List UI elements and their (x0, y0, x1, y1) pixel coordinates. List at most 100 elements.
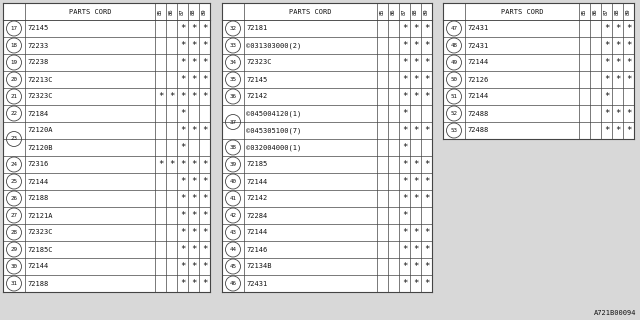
Text: *: * (424, 279, 429, 288)
Text: 88: 88 (615, 8, 620, 15)
Text: 89: 89 (626, 8, 631, 15)
Text: 49: 49 (451, 60, 458, 65)
Text: 33: 33 (230, 43, 237, 48)
Text: *: * (202, 228, 207, 237)
Text: *: * (424, 245, 429, 254)
Text: *: * (180, 194, 185, 203)
Text: *: * (413, 24, 418, 33)
Text: *: * (180, 262, 185, 271)
Text: *: * (402, 41, 407, 50)
Text: 72146: 72146 (246, 246, 268, 252)
Bar (3, 71, 210, 88)
Text: *: * (424, 194, 429, 203)
Text: 29: 29 (10, 247, 17, 252)
Text: *: * (169, 160, 174, 169)
Text: *: * (191, 177, 196, 186)
Bar (222, 173, 432, 190)
Bar (3, 173, 210, 190)
Bar (3, 190, 210, 207)
Text: 40: 40 (230, 179, 237, 184)
Text: 26: 26 (10, 196, 17, 201)
Text: 85: 85 (158, 8, 163, 15)
Text: ©031303000(2): ©031303000(2) (246, 42, 301, 49)
Text: 72188: 72188 (27, 196, 48, 202)
Bar (3, 20, 210, 37)
Text: *: * (615, 126, 620, 135)
Text: 72144: 72144 (246, 179, 268, 185)
Text: *: * (424, 262, 429, 271)
Bar (222, 207, 432, 224)
Text: *: * (413, 92, 418, 101)
Text: 72184: 72184 (27, 110, 48, 116)
Text: *: * (424, 58, 429, 67)
Text: 72142: 72142 (246, 93, 268, 100)
Text: *: * (191, 160, 196, 169)
Text: 23: 23 (10, 137, 17, 141)
Text: 72233: 72233 (27, 43, 48, 49)
Text: 50: 50 (451, 77, 458, 82)
Bar (222, 3, 432, 20)
Bar (3, 37, 210, 54)
Text: *: * (402, 126, 407, 135)
Text: *: * (191, 41, 196, 50)
Text: *: * (615, 58, 620, 67)
Text: *: * (424, 126, 429, 135)
Text: 45: 45 (230, 264, 237, 269)
Text: *: * (626, 24, 631, 33)
Text: *: * (626, 109, 631, 118)
Text: 72145: 72145 (27, 26, 48, 31)
Bar (3, 258, 210, 275)
Text: 72134B: 72134B (246, 263, 271, 269)
Text: 72213C: 72213C (27, 76, 52, 83)
Text: 72144: 72144 (27, 179, 48, 185)
Text: *: * (402, 228, 407, 237)
Text: 72323C: 72323C (27, 229, 52, 236)
Text: 44: 44 (230, 247, 237, 252)
Bar (3, 224, 210, 241)
Text: 72316: 72316 (27, 162, 48, 167)
Bar (222, 190, 432, 207)
Text: 72144: 72144 (467, 93, 488, 100)
Text: 28: 28 (10, 230, 17, 235)
Text: 43: 43 (230, 230, 237, 235)
Bar (222, 139, 432, 156)
Text: *: * (604, 109, 609, 118)
Text: *: * (202, 41, 207, 50)
Text: 86: 86 (593, 8, 598, 15)
Text: *: * (604, 75, 609, 84)
Text: 48: 48 (451, 43, 458, 48)
Text: ©032004000(1): ©032004000(1) (246, 144, 301, 151)
Text: *: * (424, 24, 429, 33)
Bar (222, 105, 432, 139)
Text: *: * (413, 228, 418, 237)
Bar (222, 258, 432, 275)
Text: *: * (191, 92, 196, 101)
Text: *: * (626, 58, 631, 67)
Text: 72120B: 72120B (27, 145, 52, 150)
Text: 17: 17 (10, 26, 17, 31)
Text: *: * (424, 228, 429, 237)
Text: *: * (424, 160, 429, 169)
Bar (222, 37, 432, 54)
Text: 87: 87 (604, 8, 609, 15)
Text: *: * (180, 228, 185, 237)
Text: *: * (402, 24, 407, 33)
Text: 88: 88 (191, 8, 196, 15)
Text: 72431: 72431 (246, 281, 268, 286)
Bar (3, 3, 210, 20)
Bar (443, 20, 634, 37)
Text: *: * (191, 58, 196, 67)
Text: *: * (424, 41, 429, 50)
Text: *: * (402, 177, 407, 186)
Text: *: * (413, 262, 418, 271)
Text: *: * (424, 92, 429, 101)
Bar (222, 156, 432, 173)
Text: *: * (180, 211, 185, 220)
Text: *: * (626, 41, 631, 50)
Bar (222, 54, 432, 71)
Text: *: * (180, 109, 185, 118)
Text: *: * (191, 194, 196, 203)
Text: *: * (604, 126, 609, 135)
Text: 34: 34 (230, 60, 237, 65)
Text: 72144: 72144 (246, 229, 268, 236)
